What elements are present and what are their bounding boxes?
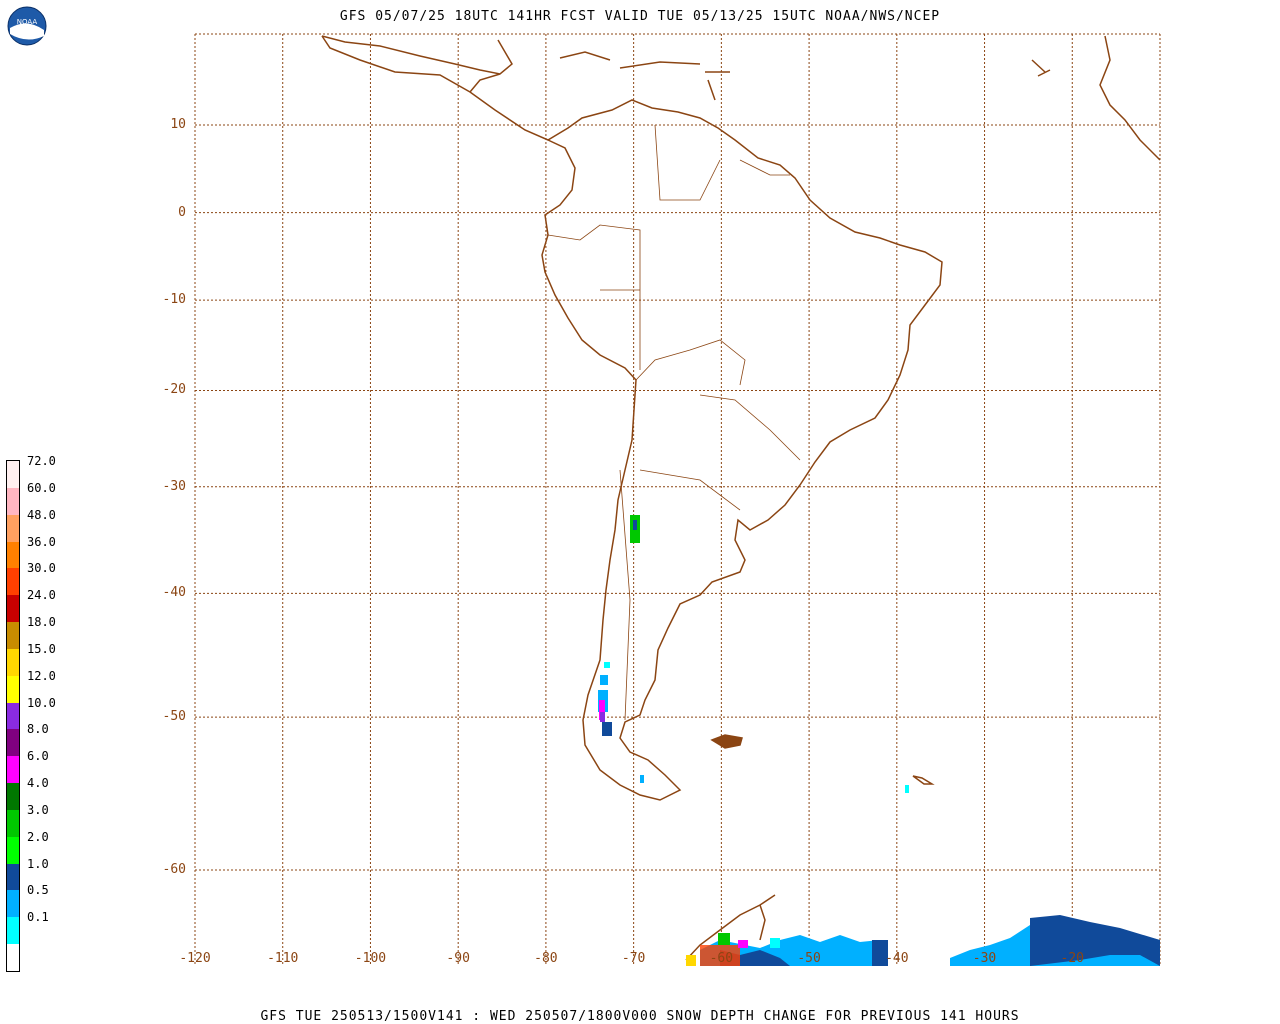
legend-label: 72.0 (27, 454, 56, 468)
caribbean-islands (559, 51, 1051, 101)
country-borders (547, 124, 801, 721)
snow-cell (599, 700, 605, 720)
latitude-label: -10 (162, 292, 186, 308)
longitude-label: -90 (446, 951, 470, 966)
longitude-label: -80 (534, 951, 558, 966)
snow-cell (738, 940, 748, 948)
legend-label: 10.0 (27, 695, 56, 710)
snow-cell (700, 945, 740, 966)
central-america-coastline (321, 35, 513, 93)
legend-label: 2.0 (27, 829, 49, 844)
legend-swatch (7, 514, 19, 542)
longitude-label: -50 (797, 951, 821, 966)
color-legend: 0.1 0.5 1.0 2.0 3.0 4.0 6.0 8.0 10.0 12.0 15.0 18.0… (6, 454, 56, 972)
legend-swatch (7, 890, 19, 918)
south-america-coastline (321, 35, 943, 801)
map-subtitle: GFS TUE 250513/1500V141 : WED 250507/180… (260, 1009, 1020, 1024)
longitude-label: -100 (354, 951, 387, 966)
legend-label: 15.0 (27, 641, 56, 656)
legend-swatch (7, 487, 19, 515)
longitude-label: -40 (885, 951, 909, 966)
snow-cell (686, 955, 696, 966)
legend-swatch (7, 595, 19, 623)
legend-label: 3.0 (27, 802, 49, 817)
legend-swatch (7, 944, 19, 971)
legend-swatch (7, 675, 19, 703)
legend-label: 0.5 (27, 883, 49, 898)
latitude-label: 0 (178, 204, 186, 220)
longitude-label: -70 (621, 951, 646, 966)
legend-swatch (7, 836, 19, 864)
snow-cell (905, 785, 909, 793)
snow-cell (718, 933, 730, 945)
legend-label: 8.0 (27, 722, 49, 737)
legend-swatch (7, 568, 19, 596)
snow-region (1030, 915, 1160, 966)
snow-cell (600, 712, 605, 722)
snow-cell (602, 722, 612, 736)
longitude-label: -120 (179, 951, 211, 966)
legend-swatch (7, 702, 19, 730)
legend-label: 6.0 (27, 749, 49, 764)
legend-label: 1.0 (27, 856, 49, 871)
longitude-label: -110 (267, 951, 299, 966)
latitude-label: -50 (162, 709, 186, 725)
latitude-label: -40 (162, 585, 186, 601)
legend-swatch (7, 917, 19, 945)
legend-swatch (7, 783, 19, 810)
longitude-label: -30 (972, 951, 997, 966)
map-title: GFS 05/07/25 18UTC 141HR FCST VALID TUE … (339, 9, 941, 24)
snow-cell (604, 662, 610, 668)
legend-swatch (7, 648, 19, 676)
snow-depth-shading (598, 515, 1160, 966)
legend-swatch (7, 809, 19, 837)
legend-swatch (7, 863, 19, 891)
legend-swatch (7, 541, 19, 569)
legend-swatch (7, 729, 19, 757)
falkland-islands (710, 734, 743, 749)
legend-label: 60.0 (27, 480, 56, 495)
latitude-label: -60 (162, 862, 186, 877)
legend-label: 24.0 (27, 588, 56, 603)
noaa-logo-icon: NOAA (7, 6, 47, 46)
latitude-label: -20 (162, 382, 186, 398)
legend-swatch (7, 461, 19, 488)
latitude-label: -30 (162, 478, 186, 494)
legend-label: 30.0 (27, 561, 56, 576)
antarctic-peninsula (685, 894, 776, 961)
africa-coastline (1099, 35, 1161, 161)
longitude-label: -60 (709, 951, 734, 966)
legend-swatch (7, 622, 19, 649)
legend-label: 18.0 (27, 615, 56, 630)
legend-label: 4.0 (27, 776, 49, 791)
latitude-label: 10 (170, 117, 186, 132)
lat-lon-grid (194, 33, 1161, 966)
snow-cell (770, 938, 780, 948)
svg-text:NOAA: NOAA (17, 18, 38, 26)
legend-label: 48.0 (27, 507, 56, 522)
longitude-label: -20 (1060, 951, 1084, 966)
legend-label: 12.0 (27, 668, 56, 683)
legend-label: 0.1 (27, 910, 49, 925)
legend-swatch (7, 756, 19, 784)
snow-cell (872, 940, 888, 966)
snow-cell (640, 775, 644, 783)
south-georgia-island (912, 775, 935, 785)
legend-label: 36.0 (27, 534, 56, 549)
snow-cell (633, 520, 637, 530)
snow-cell (600, 675, 608, 685)
